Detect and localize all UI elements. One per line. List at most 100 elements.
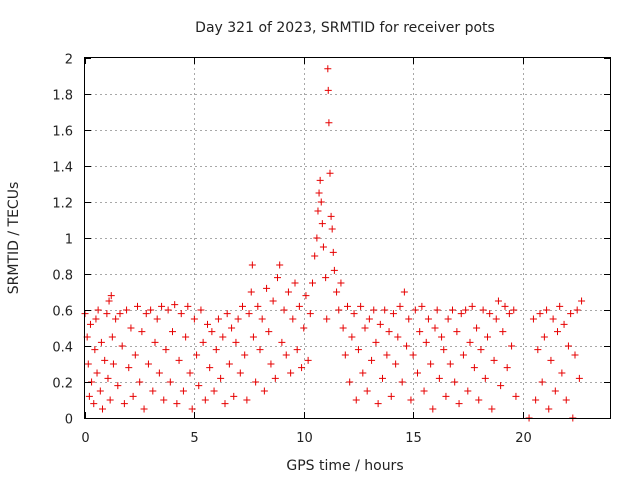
y-tick-label: 1.2 — [52, 197, 73, 212]
data-point — [267, 360, 275, 368]
data-point — [219, 333, 227, 341]
data-point — [190, 315, 198, 323]
data-point — [558, 369, 566, 377]
data-point — [254, 302, 262, 310]
data-point — [327, 212, 335, 220]
data-point — [444, 315, 452, 323]
data-point — [567, 310, 575, 318]
data-point — [309, 279, 316, 287]
data-point — [328, 225, 336, 233]
data-point — [545, 405, 553, 413]
grid — [85, 58, 610, 418]
data-point — [370, 306, 378, 314]
x-tick-label: 0 — [81, 431, 89, 446]
data-point — [175, 356, 183, 364]
data-point — [86, 320, 94, 328]
data-point — [346, 378, 354, 386]
data-point — [182, 333, 190, 341]
data-point — [318, 220, 326, 228]
data-point — [197, 306, 205, 314]
data-point — [529, 315, 537, 323]
data-point — [422, 338, 430, 346]
data-point — [276, 261, 284, 269]
data-point — [446, 360, 454, 368]
data-point — [352, 396, 360, 404]
data-point — [387, 392, 395, 400]
data-point — [556, 302, 564, 310]
data-point — [92, 315, 100, 323]
data-point — [302, 292, 310, 300]
y-tick-label: 0.8 — [52, 269, 73, 284]
data-point — [186, 369, 194, 377]
data-point — [348, 333, 356, 341]
data-point — [409, 351, 417, 359]
data-point — [494, 297, 502, 305]
data-point — [420, 387, 428, 395]
data-point — [214, 315, 222, 323]
data-point — [230, 392, 238, 400]
data-point — [142, 310, 150, 318]
data-point — [199, 338, 207, 346]
data-point — [459, 351, 467, 359]
data-point — [512, 392, 520, 400]
data-point — [484, 333, 491, 341]
data-point — [324, 86, 332, 94]
data-point — [85, 392, 93, 400]
data-point — [118, 342, 126, 350]
data-point — [339, 324, 347, 332]
data-point — [108, 333, 116, 341]
plot-frame — [84, 57, 611, 419]
data-point — [287, 369, 295, 377]
data-point — [536, 310, 544, 318]
data-point — [210, 387, 218, 395]
data-point — [177, 310, 185, 318]
x-tick-label: 5 — [190, 431, 198, 446]
data-point — [501, 302, 509, 310]
data-point — [316, 176, 324, 184]
x-tick-label: 20 — [515, 431, 532, 446]
data-point — [398, 378, 406, 386]
data-point — [116, 310, 124, 318]
data-point — [140, 405, 148, 413]
data-point — [323, 315, 331, 323]
data-point — [280, 306, 288, 314]
data-point — [293, 346, 301, 354]
data-point — [158, 302, 166, 310]
data-point — [263, 284, 271, 292]
data-point — [105, 297, 113, 305]
data-point — [466, 338, 474, 346]
data-point — [547, 356, 555, 364]
data-point — [84, 360, 92, 368]
data-point — [381, 306, 389, 314]
data-point — [201, 396, 209, 404]
data-point — [333, 288, 341, 296]
data-point — [278, 338, 286, 346]
data-point — [475, 396, 483, 404]
data-point — [269, 297, 277, 305]
data-point — [298, 364, 306, 372]
data-point — [488, 405, 496, 413]
data-point — [284, 288, 292, 296]
data-point — [289, 315, 297, 323]
data-point — [291, 279, 299, 287]
data-point — [221, 400, 229, 408]
data-point — [405, 315, 413, 323]
data-point — [486, 310, 494, 318]
data-point — [300, 324, 308, 332]
data-point — [374, 400, 382, 408]
data-point — [313, 234, 321, 242]
data-point — [341, 351, 349, 359]
data-point — [258, 315, 266, 323]
y-tick-label: 1.8 — [52, 89, 73, 104]
data-point — [499, 328, 507, 336]
data-point — [206, 364, 214, 372]
data-point — [455, 400, 463, 408]
data-point — [416, 328, 424, 336]
data-point — [451, 378, 459, 386]
chart-title: Day 321 of 2023, SRMTID for receiver pot… — [195, 20, 495, 36]
data-point — [462, 306, 470, 314]
data-point — [162, 346, 170, 354]
data-point — [435, 374, 443, 382]
data-point — [252, 378, 260, 386]
data-point — [195, 382, 203, 390]
